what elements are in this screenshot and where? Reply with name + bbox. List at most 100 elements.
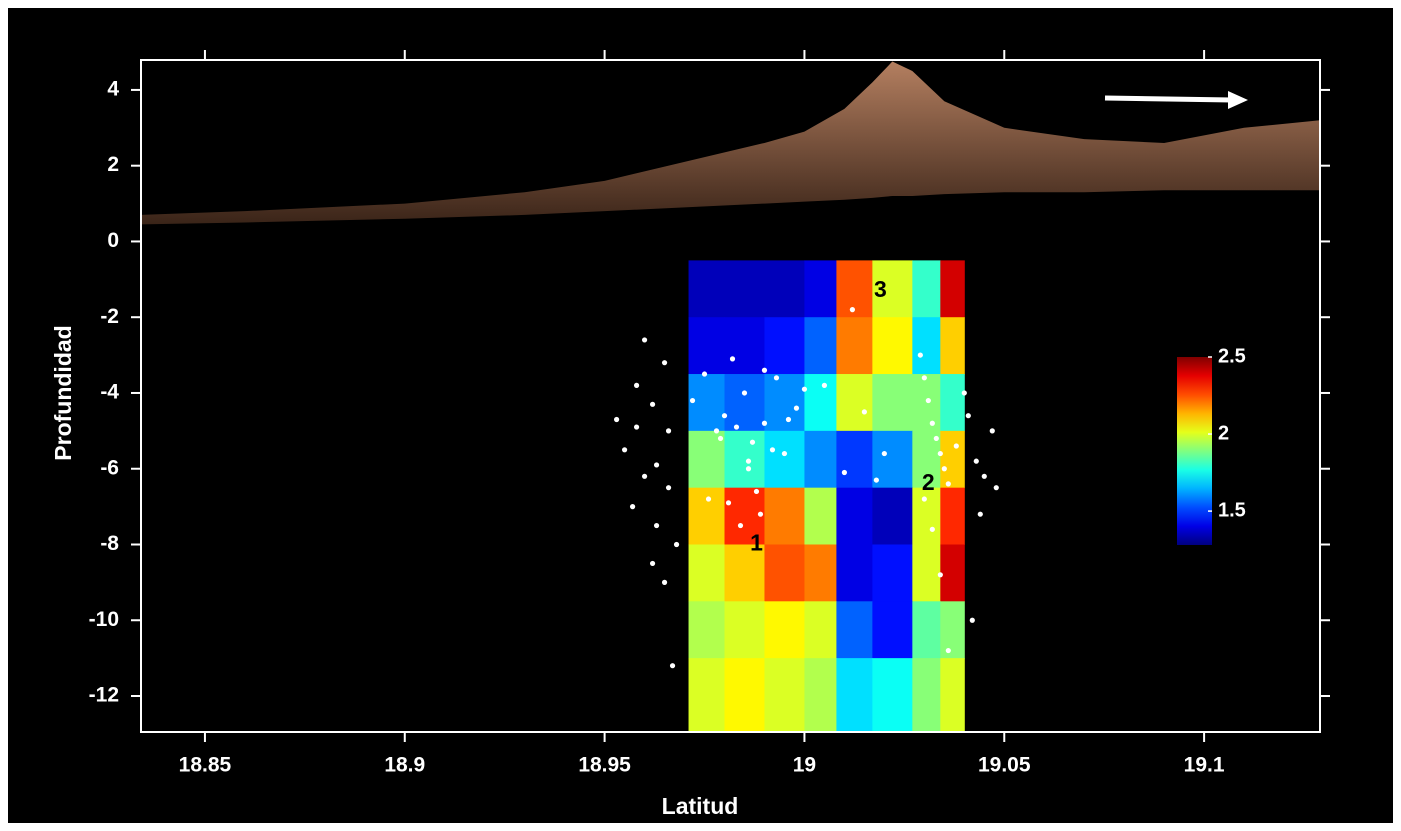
- y-tick-label: 0: [107, 229, 119, 252]
- layers: [141, 61, 1320, 732]
- hypocenter: [669, 663, 676, 669]
- hypocenter: [801, 386, 808, 392]
- heatmap-cell: [872, 658, 913, 732]
- heatmap-cell: [764, 317, 805, 375]
- hypocenter: [973, 458, 979, 464]
- heatmap-cell: [912, 487, 941, 545]
- annotation: 3: [874, 276, 887, 302]
- heatmap-cell: [764, 544, 805, 602]
- hypocenter: [981, 473, 987, 479]
- heatmap-cell: [872, 374, 913, 432]
- y-tick-label: -2: [100, 305, 119, 328]
- heatmap-cell: [940, 260, 965, 318]
- hypocenter: [969, 617, 975, 623]
- heatmap-cell: [724, 658, 765, 732]
- hypocenter: [761, 367, 768, 373]
- x-tick-label: 18.95: [578, 754, 631, 777]
- y-tick-label: -4: [100, 381, 119, 404]
- direction-arrow: [1104, 95, 1233, 103]
- hypocenter: [929, 420, 935, 426]
- hypocenter: [921, 496, 927, 502]
- hypocenter: [721, 413, 728, 419]
- heatmap-cell: [688, 658, 726, 732]
- heatmap-cell: [912, 317, 941, 375]
- hypocenter: [933, 435, 939, 442]
- hypocenter: [945, 647, 951, 654]
- heatmap-cell: [872, 430, 913, 489]
- heatmap-cell: [764, 430, 805, 489]
- heatmap-cell: [940, 544, 965, 602]
- hypocenter: [673, 541, 680, 548]
- heatmap-cell: [912, 601, 941, 659]
- heatmap-cell: [940, 374, 965, 432]
- annotation: 1: [750, 530, 763, 556]
- heatmap-cell: [804, 658, 837, 732]
- heatmap-cell: [912, 260, 941, 318]
- hypocenter: [653, 462, 660, 468]
- plot-frame: [140, 59, 1321, 733]
- colorbar: [1177, 357, 1212, 545]
- y-tick-label: -10: [89, 608, 119, 631]
- hypocenter: [917, 352, 923, 358]
- y-tick-label: -12: [89, 684, 119, 707]
- hypocenter: [641, 473, 648, 479]
- hypocenter: [725, 500, 732, 506]
- heatmap-cell: [724, 487, 765, 545]
- hypocenter: [781, 450, 788, 457]
- heatmap-cell: [804, 430, 837, 489]
- heatmap-cell: [872, 317, 913, 375]
- hypocenter: [717, 435, 724, 442]
- heatmap-cell: [836, 601, 873, 659]
- annotation: 2: [922, 469, 935, 495]
- y-tick-label: 4: [107, 77, 119, 100]
- x-tick-label: 19: [793, 754, 816, 777]
- heatmap-cell: [940, 487, 965, 545]
- hypocenter: [941, 466, 947, 472]
- x-tick-label: 18.85: [179, 754, 232, 777]
- heatmap-cell: [804, 374, 837, 432]
- heatmap-cell: [764, 658, 805, 732]
- hypocenter: [665, 485, 672, 491]
- heatmap-cell: [836, 374, 873, 432]
- heatmap-cell: [940, 317, 965, 375]
- hypocenter: [661, 579, 668, 585]
- hypocenter: [613, 416, 620, 423]
- hypocenter: [937, 450, 943, 457]
- colorbar-tick-label: 2: [1218, 422, 1229, 444]
- hypocenter: [881, 450, 887, 457]
- heatmap-cell: [688, 487, 726, 545]
- hypocenter: [821, 382, 828, 388]
- hypocenter: [753, 488, 760, 495]
- heatmap-cell: [912, 544, 941, 602]
- heatmap-cell: [872, 544, 913, 602]
- heatmap-cell: [724, 374, 765, 432]
- heatmap-cell: [836, 317, 873, 375]
- heatmap-cell: [940, 658, 965, 732]
- hypocenter: [937, 572, 943, 578]
- heatmap-cell: [764, 374, 805, 432]
- hypocenter: [661, 360, 668, 366]
- hypocenter: [921, 375, 927, 381]
- heatmap-cell: [804, 317, 837, 375]
- topography: [141, 61, 1320, 225]
- hypocenter: [701, 371, 708, 377]
- hypocenter: [713, 428, 720, 434]
- hypocenter: [737, 522, 744, 529]
- heatmap-cell: [724, 601, 765, 659]
- heatmap-cell: [872, 260, 913, 318]
- y-tick-label: -8: [100, 532, 119, 555]
- heatmap-cell: [764, 601, 805, 659]
- colorbar-tick-label: 1.5: [1218, 499, 1246, 521]
- hypocenter: [621, 447, 628, 453]
- heatmap-cell: [764, 260, 805, 318]
- hypocenter: [785, 416, 792, 423]
- heatmap-cell: [804, 260, 837, 318]
- hypocenter: [633, 382, 640, 388]
- y-axis-label: Profundidad: [50, 325, 76, 460]
- hypocenter: [649, 401, 656, 407]
- heatmap-cell: [804, 487, 837, 545]
- hypocenter: [961, 390, 967, 396]
- hypocenter: [629, 504, 636, 510]
